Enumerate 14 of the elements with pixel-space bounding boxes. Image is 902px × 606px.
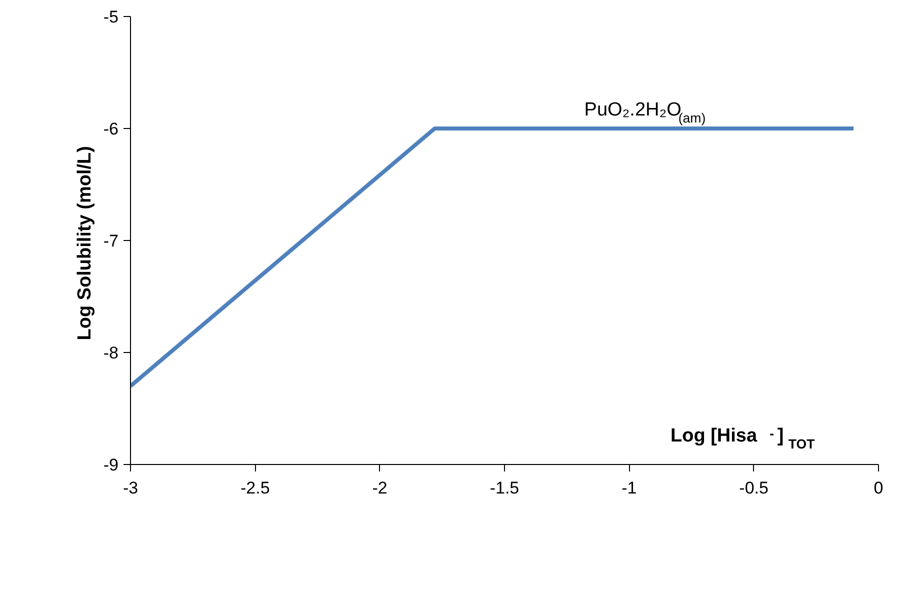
x-tick-label: -0.5 [739, 478, 768, 498]
y-tick-label: -5 [103, 8, 119, 26]
x-tick-label: -2 [372, 478, 388, 498]
x-tick-label: 0 [874, 478, 884, 498]
x-tick-label: -2.5 [240, 478, 270, 498]
y-axis-title: Log Solubility (mol/L) [74, 146, 96, 340]
x-tick-label: -1 [622, 478, 637, 498]
x-axis-title: Log [Hisa-]TOT [670, 426, 815, 452]
y-tick-label: -7 [103, 232, 119, 250]
y-tick-label: -9 [103, 456, 119, 474]
y-tick-label: -8 [103, 344, 119, 362]
x-tick-label: -1.5 [490, 478, 520, 498]
y-tick-label: -6 [103, 120, 119, 138]
x-tick-label: -3 [122, 478, 138, 498]
